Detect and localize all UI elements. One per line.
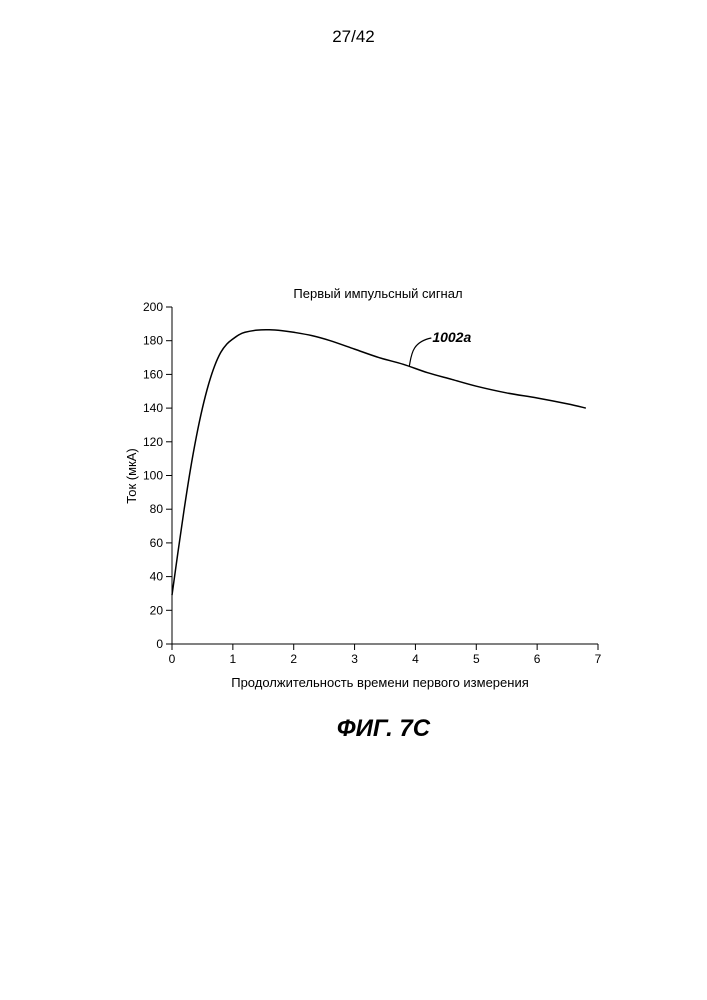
y-tick-label: 180 [143, 334, 163, 348]
axes [172, 307, 598, 644]
x-tick-label: 4 [412, 652, 419, 666]
x-tick-label: 0 [169, 652, 176, 666]
x-tick-label: 5 [473, 652, 480, 666]
y-tick-label: 160 [143, 367, 163, 381]
chart-title: Первый импульсный сигнал [293, 286, 462, 301]
y-tick-label: 200 [143, 300, 163, 314]
figure-caption: ФИГ. 7С [0, 715, 707, 743]
x-tick-label: 1 [230, 652, 237, 666]
y-tick-label: 100 [143, 469, 163, 483]
y-tick-label: 120 [143, 435, 163, 449]
annotation-leader [409, 338, 431, 366]
y-tick-label: 60 [150, 536, 164, 550]
y-tick-label: 140 [143, 401, 163, 415]
x-tick-label: 3 [351, 652, 358, 666]
x-tick-label: 2 [290, 652, 297, 666]
x-tick-label: 6 [534, 652, 541, 666]
y-tick-label: 20 [150, 603, 164, 617]
annotation-label: 1002а [432, 329, 471, 345]
y-tick-label: 80 [150, 502, 164, 516]
y-tick-label: 40 [150, 570, 164, 584]
series-line [172, 330, 586, 595]
y-axis-title: Ток (мкА) [124, 448, 139, 503]
x-tick-label: 7 [595, 652, 602, 666]
y-tick-label: 0 [156, 637, 163, 651]
x-axis-title: Продолжительность времени первого измере… [231, 675, 529, 690]
